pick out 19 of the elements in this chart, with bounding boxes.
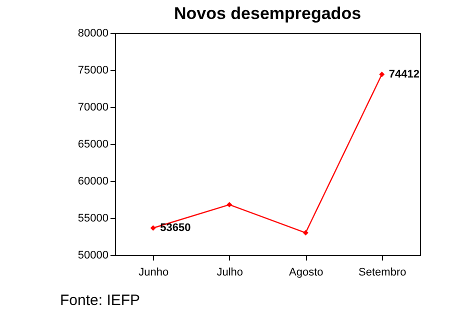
y-tick-label: 55000: [78, 212, 108, 224]
y-tick-label: 75000: [78, 64, 108, 76]
data-label: 74412: [388, 68, 420, 80]
data-label: 53650: [160, 222, 191, 234]
y-tick-label: 60000: [78, 176, 108, 188]
point: [302, 230, 308, 236]
source-note: Fonte: IEFP: [60, 292, 140, 309]
point: [379, 72, 385, 78]
x-tick-label: Agosto: [289, 266, 324, 278]
x-tick-label: Junho: [138, 266, 169, 278]
point: [226, 202, 232, 208]
y-tick-label: 50000: [78, 250, 108, 262]
chart-title: Novos desempregados: [174, 4, 362, 23]
y-tick-label: 65000: [78, 138, 108, 150]
x-tick-label: Julho: [216, 266, 244, 278]
point: [150, 225, 156, 231]
y-tick-label: 80000: [78, 28, 108, 40]
x-tick-label: Setembro: [358, 266, 406, 278]
y-tick-label: 70000: [78, 102, 108, 114]
